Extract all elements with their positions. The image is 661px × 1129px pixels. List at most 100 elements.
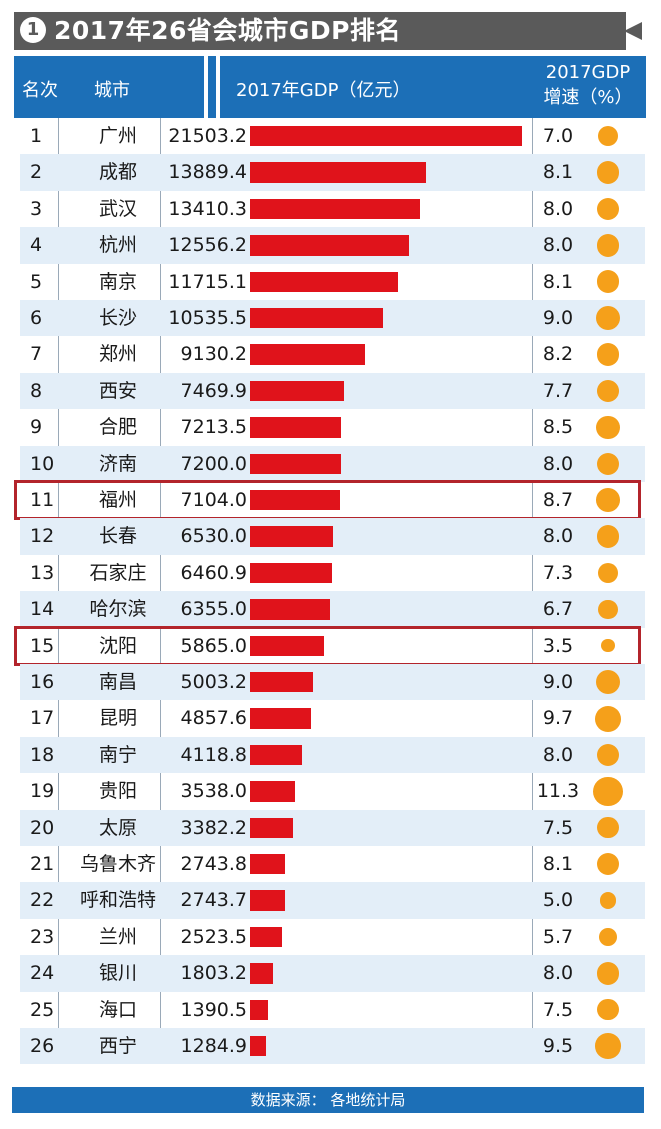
header-growth-line1: 2017GDP xyxy=(545,62,631,83)
rank-cell: 25 xyxy=(30,998,55,1021)
table-row: 19 贵阳 3538.0 11.3 xyxy=(20,773,645,809)
growth-value: 8.0 xyxy=(542,452,574,475)
gdp-bar xyxy=(250,344,366,365)
rank-cell: 19 xyxy=(30,780,55,803)
gdp-value: 2743.8 xyxy=(180,853,247,875)
rank-cell: 12 xyxy=(30,525,55,548)
header-divider-inner xyxy=(208,56,216,118)
table-row: 24 银川 1803.2 8.0 xyxy=(20,955,645,992)
growth-value: 5.7 xyxy=(542,925,574,948)
city-cell: 长沙 xyxy=(98,307,137,329)
city-cell: 昆明 xyxy=(98,707,137,730)
table-row: 4 杭州 12556.2 8.0 xyxy=(20,227,645,264)
city-cell: 贵阳 xyxy=(98,780,137,803)
rank-cell: 3 xyxy=(30,197,43,220)
city-cell: 济南 xyxy=(98,452,137,475)
city-cell: 南昌 xyxy=(98,671,137,693)
city-cell: 沈阳 xyxy=(98,634,137,657)
growth-value: 8.1 xyxy=(542,853,574,875)
gdp-bar xyxy=(250,235,409,256)
gdp-bar xyxy=(250,198,420,220)
growth-value: 6.7 xyxy=(542,598,574,621)
gdp-bar xyxy=(250,1036,267,1057)
header-rank: 名次 xyxy=(22,80,58,101)
gdp-bar xyxy=(250,817,293,838)
rank-cell: 1 xyxy=(30,125,43,147)
gdp-value: 2743.7 xyxy=(180,889,247,912)
table-row: 25 海口 1390.5 7.5 xyxy=(20,992,645,1028)
table-row: 18 南宁 4118.8 8.0 xyxy=(20,736,645,774)
city-cell: 西安 xyxy=(98,379,137,402)
table-row: 5 南京 11715.1 8.1 xyxy=(20,264,645,300)
growth-dot xyxy=(598,599,618,620)
growth-value: 9.5 xyxy=(542,1035,574,1057)
gdp-value: 4118.8 xyxy=(180,743,247,766)
growth-value: 8.0 xyxy=(542,525,574,548)
rank-cell: 20 xyxy=(30,816,55,839)
table-row: 6 长沙 10535.5 9.0 xyxy=(20,300,645,337)
growth-value: 8.0 xyxy=(542,962,574,985)
gdp-bar xyxy=(250,308,384,329)
city-cell: 银川 xyxy=(98,962,137,985)
gdp-bar xyxy=(250,708,312,729)
growth-value: 8.2 xyxy=(542,343,574,366)
growth-dot xyxy=(595,705,621,732)
city-cell: 乌鲁木齐 xyxy=(79,853,156,875)
growth-value: 7.5 xyxy=(542,816,574,839)
gdp-bar xyxy=(250,490,340,511)
gdp-value: 21503.2 xyxy=(168,125,247,147)
gdp-value: 6355.0 xyxy=(180,598,247,621)
growth-dot xyxy=(596,234,620,257)
gdp-bar xyxy=(250,380,345,402)
gdp-bar xyxy=(250,562,332,584)
table-row: 16 南昌 5003.2 9.0 xyxy=(20,664,645,701)
city-cell: 郑州 xyxy=(98,343,137,366)
gdp-bar xyxy=(250,854,285,875)
gdp-value: 1803.2 xyxy=(180,962,247,985)
city-cell: 南宁 xyxy=(98,743,137,766)
city-cell: 广州 xyxy=(98,125,137,147)
rank-cell: 9 xyxy=(30,416,43,439)
highlight-frame xyxy=(14,625,641,666)
gdp-value: 6460.9 xyxy=(180,561,247,584)
gdp-value: 1284.9 xyxy=(180,1035,247,1057)
growth-dot xyxy=(597,999,619,1021)
gdp-value: 1390.5 xyxy=(180,998,247,1021)
table-row: 10 济南 7200.0 8.0 xyxy=(20,445,645,482)
city-cell: 武汉 xyxy=(98,197,137,220)
table-row: 2 成都 13889.4 8.1 xyxy=(20,154,645,191)
gdp-bar xyxy=(250,999,268,1020)
gdp-bar xyxy=(250,271,399,292)
growth-value: 3.5 xyxy=(542,634,574,657)
growth-dot xyxy=(596,161,620,184)
table-row: 26 西宁 1284.9 9.5 xyxy=(20,1028,645,1065)
table-row: 8 西安 7469.9 7.7 xyxy=(20,372,645,410)
rank-cell: 16 xyxy=(30,671,55,693)
city-cell: 长春 xyxy=(98,525,137,548)
growth-dot xyxy=(596,415,620,440)
growth-value: 8.1 xyxy=(542,270,574,293)
rank-cell: 11 xyxy=(30,489,55,511)
growth-dot xyxy=(599,892,617,909)
city-cell: 成都 xyxy=(98,161,137,184)
rank-cell: 10 xyxy=(30,452,55,475)
table-row: 15 沈阳 5865.0 3.5 xyxy=(20,628,645,664)
gdp-bar xyxy=(250,744,303,766)
gdp-value: 7200.0 xyxy=(180,452,247,475)
rank-cell: 8 xyxy=(30,379,43,402)
highlight-frame xyxy=(14,480,641,521)
gdp-value: 2523.5 xyxy=(180,925,247,948)
growth-value: 8.5 xyxy=(542,416,574,439)
gdp-value: 7469.9 xyxy=(180,379,247,402)
chart-title: 2017年26省会城市GDP排名 xyxy=(54,16,401,45)
growth-value: 8.0 xyxy=(542,743,574,766)
gdp-value: 3382.2 xyxy=(180,816,247,839)
growth-value: 11.3 xyxy=(536,780,580,803)
gdp-value: 12556.2 xyxy=(168,234,247,257)
growth-value: 8.7 xyxy=(542,489,574,511)
rank-cell: 5 xyxy=(30,270,43,293)
gdp-bar xyxy=(250,635,325,656)
growth-dot xyxy=(596,525,620,548)
data-source-footer: 数据来源： 各地统计局 xyxy=(12,1087,644,1113)
city-cell: 呼和浩特 xyxy=(79,889,156,912)
